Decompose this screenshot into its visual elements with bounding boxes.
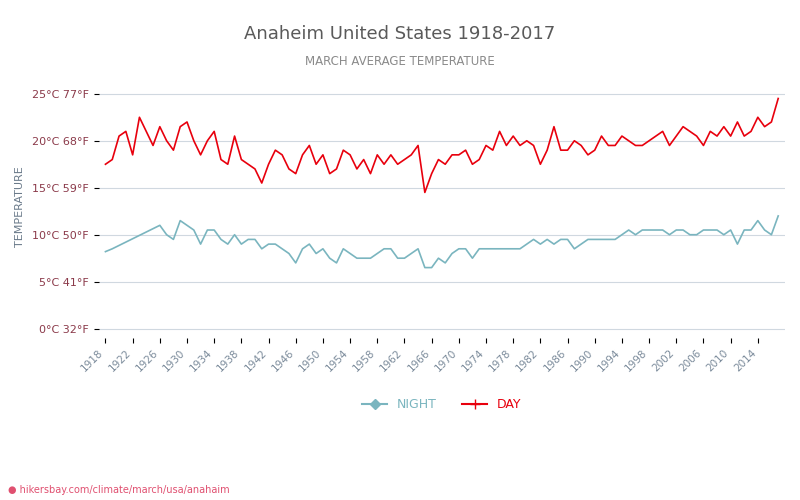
Legend: NIGHT, DAY: NIGHT, DAY <box>357 393 526 416</box>
Y-axis label: TEMPERATURE: TEMPERATURE <box>15 166 25 247</box>
Text: Anaheim United States 1918-2017: Anaheim United States 1918-2017 <box>244 25 556 43</box>
Text: MARCH AVERAGE TEMPERATURE: MARCH AVERAGE TEMPERATURE <box>305 55 495 68</box>
Text: ● hikersbay.com/climate/march/usa/anahaim: ● hikersbay.com/climate/march/usa/anahai… <box>8 485 230 495</box>
